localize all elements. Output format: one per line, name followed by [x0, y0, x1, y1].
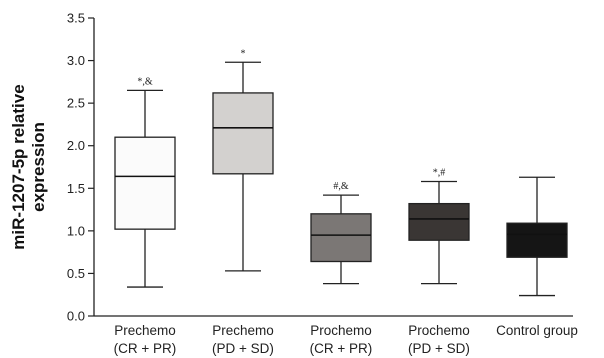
- box-iqr: [506, 222, 568, 258]
- box-1: *,&: [114, 76, 176, 288]
- x-category-label: (PD + SD): [408, 341, 470, 356]
- y-tick-label: 1.5: [67, 181, 85, 196]
- significance-annotation: *,#: [433, 167, 446, 178]
- y-tick-label: 3.0: [67, 53, 85, 68]
- y-tick-label: 2.0: [67, 138, 85, 153]
- box-3: #,&: [310, 181, 372, 285]
- x-category-label: (CR + PR): [310, 341, 373, 356]
- box-iqr: [310, 213, 372, 263]
- y-tick-label: 0.5: [67, 266, 85, 281]
- x-category-label: (CR + PR): [114, 341, 177, 356]
- y-axis-label-line: miR-1207-5p relative: [9, 84, 28, 249]
- y-tick-label: 1.0: [67, 223, 85, 238]
- y-tick-label: 2.5: [67, 96, 85, 111]
- significance-annotation: *: [241, 48, 246, 59]
- box-4: *,#: [408, 167, 470, 285]
- x-category-label: Prechemo: [114, 323, 176, 338]
- x-category-label: Control group: [496, 323, 578, 338]
- y-axis-label-line: expression: [29, 122, 48, 212]
- x-category-label: Prechemo: [212, 323, 274, 338]
- x-category-label: Prochemo: [408, 323, 470, 338]
- x-axis-categories: Prechemo (CR + PR) Prechemo (PD + SD) Proche…: [114, 323, 578, 356]
- y-tick-label: 0.0: [67, 309, 85, 324]
- box-2: *: [212, 48, 274, 272]
- box-iqr: [114, 136, 176, 230]
- box-iqr: [408, 202, 470, 241]
- box-series: *,& * #,& *,#: [114, 48, 568, 297]
- y-axis-label: miR-1207-5p relative expression: [9, 84, 48, 249]
- box-5: [506, 176, 568, 297]
- box-iqr: [212, 92, 274, 175]
- x-category-label: (PD + SD): [212, 341, 274, 356]
- y-axis-ticks: 0.0 0.5 1.0 1.5 2.0 2.5 3.0 3.5: [67, 11, 94, 324]
- y-tick-label: 3.5: [67, 11, 85, 26]
- significance-annotation: #,&: [333, 181, 349, 192]
- significance-annotation: *,&: [137, 76, 153, 87]
- x-category-label: Prochemo: [310, 323, 372, 338]
